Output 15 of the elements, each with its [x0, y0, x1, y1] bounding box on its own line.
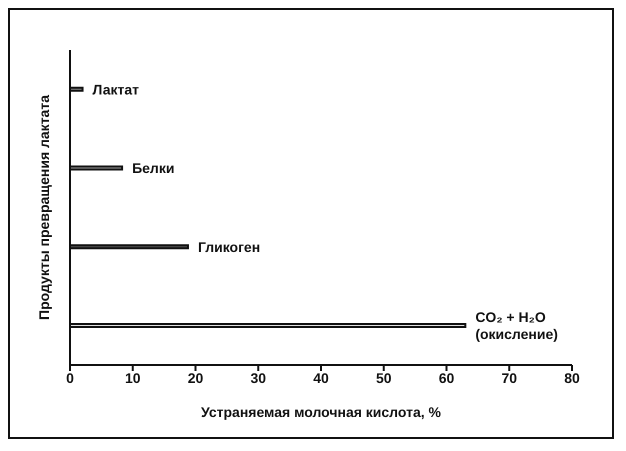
- y-axis-title: Продукты превращения лактата: [36, 94, 52, 320]
- y-tick-label: Лактат: [92, 81, 140, 98]
- x-tick-label: 50: [376, 370, 392, 386]
- y-tick-label: Белки: [132, 160, 174, 176]
- x-axis-title: Устраняемая молочная кислота, %: [201, 404, 442, 420]
- x-tick-label: 40: [313, 370, 329, 386]
- x-tick-label: 10: [124, 370, 141, 386]
- x-tick-label: 0: [66, 370, 74, 386]
- x-tick-label: 70: [501, 370, 518, 386]
- y-tick-label: CO₂ + H₂O (окисление): [475, 309, 558, 342]
- x-tick-label: 30: [250, 370, 266, 386]
- y-tick-label: Гликоген: [198, 238, 260, 255]
- x-tick-label: 80: [564, 370, 580, 386]
- x-tick-label: 20: [188, 370, 204, 386]
- x-tick-label: 60: [438, 370, 454, 386]
